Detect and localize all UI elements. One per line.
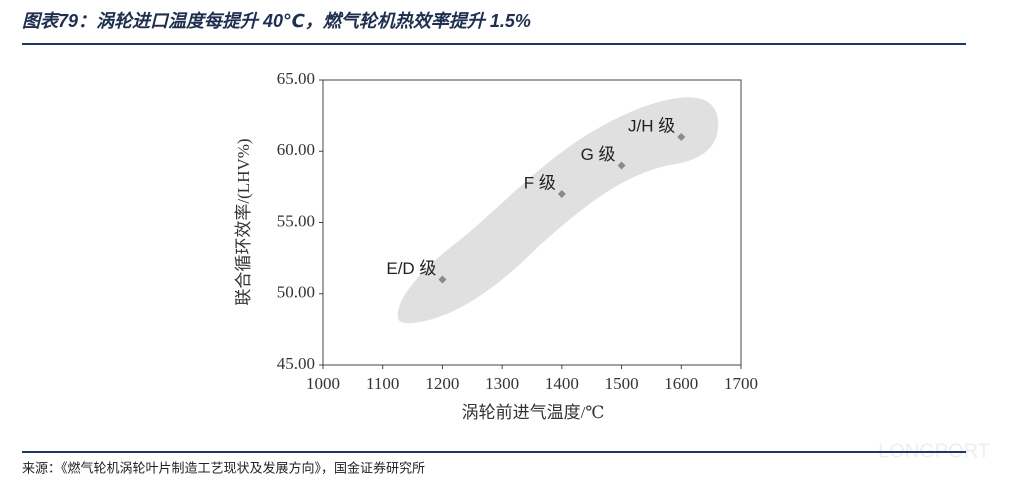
point xyxy=(677,133,686,141)
x-tick-label: 1300 xyxy=(485,374,519,393)
x-tick-label: 1400 xyxy=(545,374,579,393)
y-tick-label: 60.00 xyxy=(277,140,315,159)
y-tick-label: 55.00 xyxy=(277,211,315,230)
y-tick-label: 65.00 xyxy=(277,69,315,88)
point xyxy=(557,190,566,198)
point xyxy=(438,275,447,284)
region-blob xyxy=(397,97,719,324)
x-tick-label: 1700 xyxy=(724,374,758,393)
point-label: G 级 xyxy=(581,145,616,164)
y-tick-label: 50.00 xyxy=(277,283,315,302)
point xyxy=(617,161,626,170)
source: 来源：《燃气轮机涡轮叶片制造工艺现状及发展方向》，国金证券研究所 xyxy=(22,460,425,475)
y-axis-label: 联合循环效率/(LHV%) xyxy=(234,138,253,305)
chart-title: 图表79：涡轮进口温度每提升 40℃，燃气轮机热效率提升 1.5% xyxy=(22,11,531,31)
y-tick-label: 45.00 xyxy=(277,354,315,373)
x-tick-label: 1600 xyxy=(664,374,698,393)
x-tick-label: 1200 xyxy=(425,374,459,393)
x-tick-label: 1000 xyxy=(306,374,340,393)
point-label: E/D 级 xyxy=(386,259,436,278)
point-label: J/H 级 xyxy=(628,116,675,135)
point-label: F 级 xyxy=(524,173,556,192)
x-tick-label: 1100 xyxy=(366,374,399,393)
x-axis-label: 涡轮前进气温度/℃ xyxy=(462,403,605,422)
x-tick-label: 1500 xyxy=(605,374,639,393)
